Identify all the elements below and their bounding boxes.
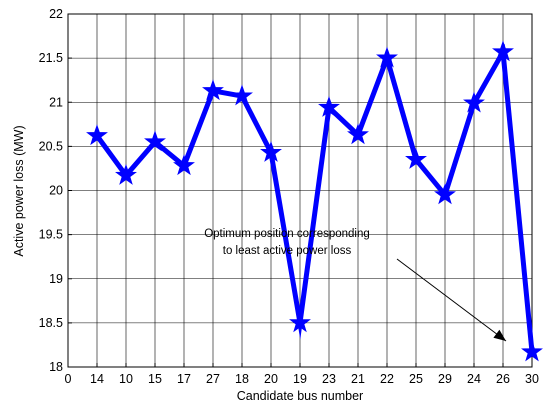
- star-marker: [405, 148, 427, 169]
- y-tick-label: 22: [49, 7, 63, 21]
- x-tick-label: 15: [148, 372, 162, 386]
- star-marker: [289, 311, 311, 333]
- data-series: [86, 40, 543, 362]
- x-tick-label: 10: [119, 372, 133, 386]
- y-axis-ticks: 18 18.5 19 19.5 20 20.5 21 21.5 22: [39, 7, 72, 374]
- y-tick-label: 20.5: [39, 139, 63, 153]
- annotation-line-2: to least active power loss: [223, 245, 352, 257]
- star-marker: [115, 163, 137, 185]
- x-tick-label: 22: [380, 372, 394, 386]
- star-marker: [202, 79, 224, 101]
- x-tick-label: 0: [65, 372, 72, 386]
- y-tick-label: 18: [49, 360, 63, 374]
- annotation: Optimum position corresponding to least …: [204, 228, 507, 342]
- y-tick-label: 20: [49, 184, 63, 198]
- x-tick-label: 26: [496, 372, 510, 386]
- star-marker: [144, 130, 166, 152]
- star-marker: [86, 124, 108, 146]
- y-tick-label: 19: [49, 272, 63, 286]
- star-marker: [260, 141, 282, 162]
- x-tick-label: 17: [177, 372, 191, 386]
- star-marker: [318, 96, 340, 117]
- x-tick-label: 19: [293, 372, 307, 386]
- x-tick-label: 21: [351, 372, 365, 386]
- x-tick-label: 25: [409, 372, 423, 386]
- annotation-arrow: [396, 258, 507, 342]
- annotation-line-1: Optimum position corresponding: [204, 228, 370, 240]
- star-marker: [521, 340, 543, 362]
- y-axis-label: Active power loss (MW): [12, 125, 26, 256]
- star-marker: [492, 40, 514, 62]
- x-tick-label: 18: [235, 372, 249, 386]
- y-tick-label: 21: [49, 95, 63, 109]
- annotation-arrowhead: [493, 329, 506, 341]
- x-tick-label: 14: [90, 372, 104, 386]
- x-axis-label: Candidate bus number: [237, 389, 363, 403]
- y-tick-label: 18.5: [39, 316, 63, 330]
- x-tick-label: 20: [264, 372, 278, 386]
- x-tick-label: 29: [438, 372, 452, 386]
- x-tick-label: 30: [525, 372, 539, 386]
- x-tick-label: 27: [206, 372, 220, 386]
- x-tick-label: 24: [467, 372, 481, 386]
- star-marker: [434, 183, 456, 205]
- star-marker: [231, 84, 253, 106]
- star-marker: [173, 154, 195, 176]
- x-axis-ticks: 0 14 10 15 17 27 18 20 19 23 21 22 25 29 24 26 30: [65, 363, 539, 386]
- star-marker: [463, 91, 485, 113]
- star-marker: [347, 123, 369, 145]
- series-line: [94, 43, 535, 353]
- star-marker: [376, 46, 398, 68]
- x-tick-label: 23: [322, 372, 336, 386]
- y-tick-label: 19.5: [39, 228, 63, 242]
- y-tick-label: 21.5: [39, 51, 63, 65]
